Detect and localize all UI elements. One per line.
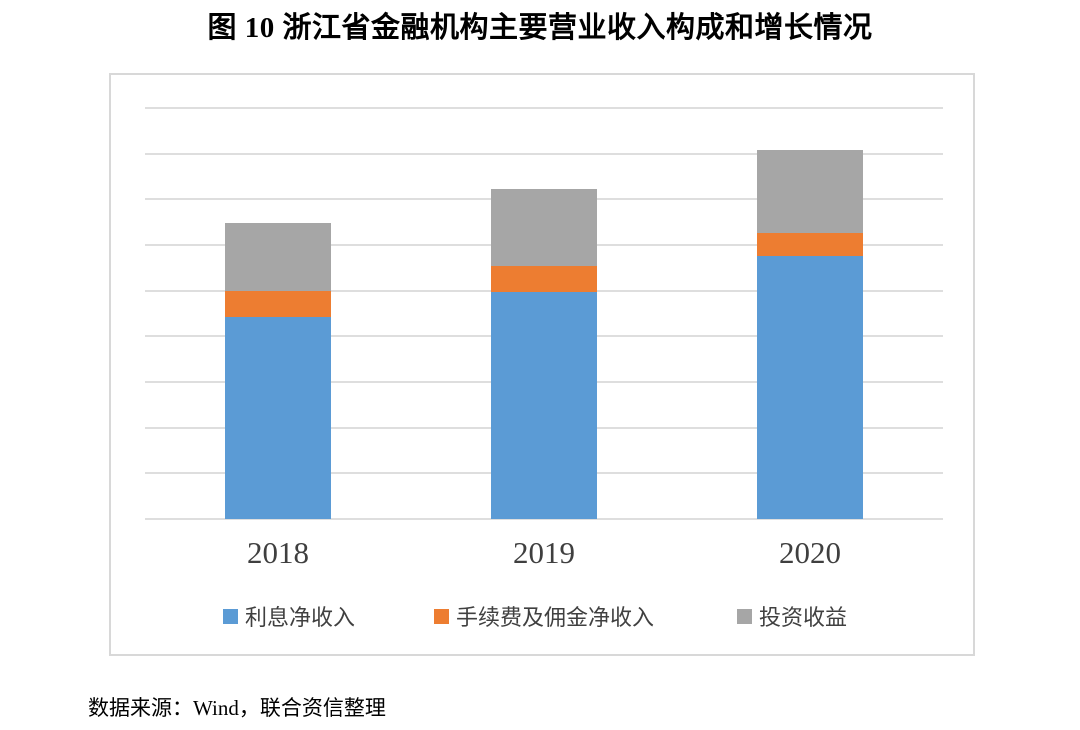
gridline [145, 107, 943, 109]
bar-segment-2018 [225, 222, 331, 291]
legend-item-investment-income: 投资收益 [737, 600, 847, 632]
legend-swatch-gray-icon [737, 608, 752, 624]
legend-label: 手续费及佣金净收入 [456, 605, 655, 630]
x-axis: 2018 2019 2020 [145, 535, 943, 575]
bar-segment-2020 [757, 232, 863, 256]
legend-swatch-orange-icon [434, 608, 449, 624]
legend-label: 投资收益 [759, 605, 848, 630]
gridline [145, 518, 943, 520]
gridline [145, 152, 943, 155]
bar-segment-2020 [757, 150, 863, 233]
bar-segment-2018 [225, 290, 331, 317]
bar-segment-2019 [491, 291, 597, 519]
x-axis-label-2018: 2018 [247, 535, 309, 570]
chart-title: 图 10 浙江省金融机构主要营业收入构成和增长情况 [207, 12, 873, 44]
plot-area [145, 107, 943, 520]
bar-segment-2018 [225, 316, 331, 519]
x-axis-label-2019: 2019 [513, 535, 575, 570]
legend-item-interest-income: 利息净收入 [223, 600, 355, 632]
x-axis-label-2020: 2020 [779, 535, 841, 570]
legend-swatch-blue-icon [223, 608, 238, 624]
legend-item-fee-commission-income: 手续费及佣金净收入 [434, 600, 654, 632]
legend-label: 利息净收入 [245, 605, 356, 630]
bar-segment-2019 [491, 189, 597, 266]
source-note: 数据来源：Wind，联合资信整理 [88, 696, 386, 720]
bar-segment-2019 [491, 265, 597, 292]
bar-segment-2020 [757, 255, 863, 519]
chart-panel: 2018 2019 2020 利息净收入 手续费及佣金净收入 投资收益 [109, 73, 975, 656]
